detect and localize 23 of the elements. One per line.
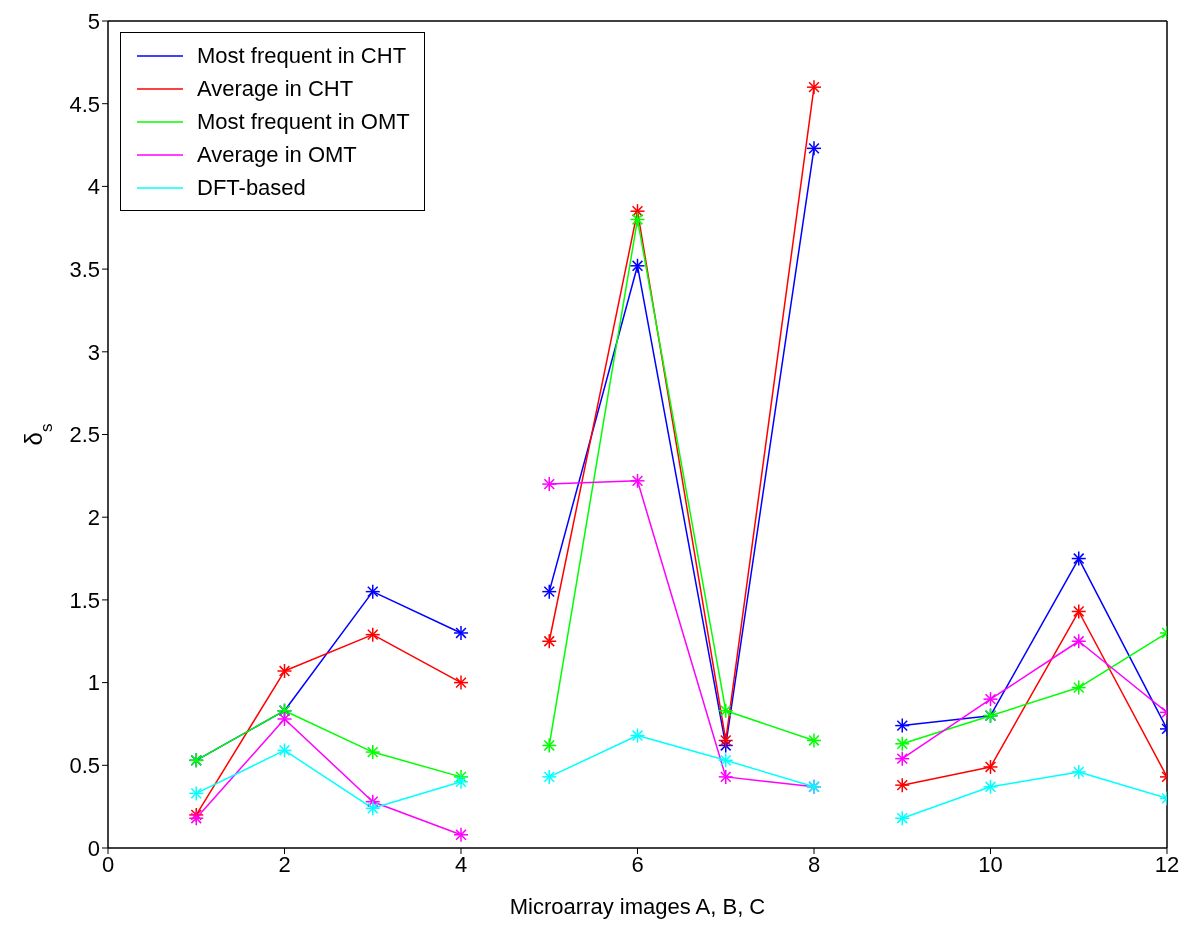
x-tick-label: 10 bbox=[978, 851, 1003, 877]
x-tick-label: 12 bbox=[1154, 851, 1180, 877]
y-tick-label: 4 bbox=[87, 174, 100, 200]
y-tick-label: 0 bbox=[87, 835, 100, 861]
y-tick-label: 5 bbox=[87, 8, 100, 34]
y-tick-label: 4.5 bbox=[69, 91, 100, 117]
x-tick-label: 2 bbox=[278, 851, 291, 877]
legend-label: DFT-based bbox=[197, 174, 306, 202]
y-tick-label: 1.5 bbox=[69, 587, 100, 613]
x-tick-label: 6 bbox=[631, 851, 644, 877]
x-tick-label: 8 bbox=[807, 851, 821, 877]
legend-label: Average in CHT bbox=[197, 75, 354, 103]
y-tick-label: 0.5 bbox=[69, 753, 100, 779]
y-tick-label: 3 bbox=[87, 339, 100, 365]
x-axis-title: Microarray images A, B, C bbox=[509, 894, 766, 919]
y-tick-label: 1 bbox=[87, 670, 100, 696]
legend-label: Most frequent in CHT bbox=[197, 42, 407, 70]
y-tick-label: 2.5 bbox=[69, 422, 100, 448]
y-tick-label: 2 bbox=[87, 505, 100, 531]
legend-label: Average in OMT bbox=[197, 141, 357, 169]
x-tick-label: 4 bbox=[454, 851, 468, 877]
legend-label: Most frequent in OMT bbox=[197, 108, 410, 136]
y-tick-label: 3.5 bbox=[69, 256, 100, 282]
